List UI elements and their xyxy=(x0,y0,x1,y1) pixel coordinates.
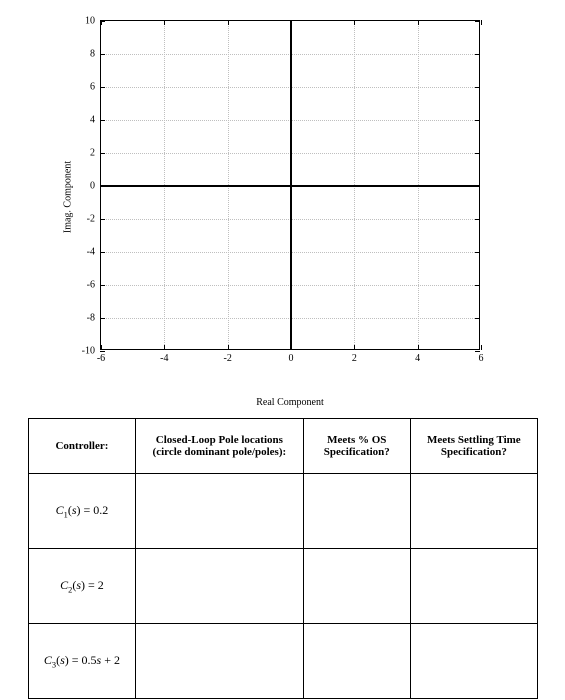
chart-plot-area: -6-4-20246-10-8-6-4-20246810 xyxy=(100,20,480,350)
y-tick xyxy=(100,87,105,88)
y-tick-label: 0 xyxy=(90,181,95,192)
y-tick-right xyxy=(475,351,480,352)
x-tick xyxy=(101,345,102,350)
table-header-cell: Controller: xyxy=(29,419,136,474)
y-tick xyxy=(100,54,105,55)
controller-table: Controller:Closed-Loop Pole locations (c… xyxy=(28,418,538,699)
table-row: C1(s) = 0.2 xyxy=(29,474,538,549)
x-tick xyxy=(164,345,165,350)
x-tick-top xyxy=(481,20,482,25)
poles-cell xyxy=(135,474,303,549)
y-tick-right xyxy=(475,318,480,319)
y-tick-label: 8 xyxy=(90,49,95,60)
y-tick-label: 4 xyxy=(90,115,95,126)
x-tick-label: 0 xyxy=(289,353,294,364)
meets-ts-cell xyxy=(410,624,537,699)
x-tick-top xyxy=(354,20,355,25)
y-tick-label: -8 xyxy=(87,313,95,324)
y-tick-label: 2 xyxy=(90,148,95,159)
table-header-cell: Closed-Loop Pole locations (circle domin… xyxy=(135,419,303,474)
y-tick-label: 10 xyxy=(85,16,95,27)
y-tick xyxy=(100,21,105,22)
x-tick-top xyxy=(228,20,229,25)
y-tick xyxy=(100,120,105,121)
table-header-cell: Meets % OS Specification? xyxy=(303,419,410,474)
meets-os-cell xyxy=(303,624,410,699)
meets-ts-cell xyxy=(410,474,537,549)
controller-cell: C3(s) = 0.5s + 2 xyxy=(29,624,136,699)
y-tick-right xyxy=(475,219,480,220)
table-row: C2(s) = 2 xyxy=(29,549,538,624)
y-tick xyxy=(100,318,105,319)
real-axis-line xyxy=(101,185,479,187)
x-tick-label: -2 xyxy=(223,353,231,364)
y-tick-right xyxy=(475,87,480,88)
page: Imag. Component -6-4-20246-10-8-6-4-2024… xyxy=(0,0,565,700)
y-tick xyxy=(100,285,105,286)
x-tick-label: -6 xyxy=(97,353,105,364)
x-tick xyxy=(228,345,229,350)
y-tick-right xyxy=(475,153,480,154)
y-tick-right xyxy=(475,120,480,121)
y-tick-label: -4 xyxy=(87,247,95,258)
y-tick-right xyxy=(475,54,480,55)
poles-cell xyxy=(135,624,303,699)
chart-xlabel: Real Component xyxy=(100,397,480,408)
x-tick-top xyxy=(418,20,419,25)
x-tick-label: 2 xyxy=(352,353,357,364)
controller-table-container: Controller:Closed-Loop Pole locations (c… xyxy=(28,418,538,699)
x-tick-label: -4 xyxy=(160,353,168,364)
x-tick-top xyxy=(164,20,165,25)
y-tick-label: -6 xyxy=(87,280,95,291)
y-tick-right xyxy=(475,21,480,22)
y-tick-label: -2 xyxy=(87,214,95,225)
y-tick-label: 6 xyxy=(90,82,95,93)
y-tick-right xyxy=(475,252,480,253)
table-row: C3(s) = 0.5s + 2 xyxy=(29,624,538,699)
controller-cell: C2(s) = 2 xyxy=(29,549,136,624)
controller-cell: C1(s) = 0.2 xyxy=(29,474,136,549)
meets-os-cell xyxy=(303,549,410,624)
y-tick-label: -10 xyxy=(82,346,95,357)
meets-os-cell xyxy=(303,474,410,549)
table-header-row: Controller:Closed-Loop Pole locations (c… xyxy=(29,419,538,474)
y-tick xyxy=(100,351,105,352)
meets-ts-cell xyxy=(410,549,537,624)
table-header-cell: Meets Settling Time Specification? xyxy=(410,419,537,474)
x-tick xyxy=(354,345,355,350)
y-tick xyxy=(100,252,105,253)
x-tick xyxy=(481,345,482,350)
y-tick-right xyxy=(475,285,480,286)
x-tick xyxy=(418,345,419,350)
x-tick-label: 4 xyxy=(415,353,420,364)
chart-ylabel: Imag. Component xyxy=(63,137,74,257)
chart-container: Imag. Component -6-4-20246-10-8-6-4-2024… xyxy=(60,12,490,382)
y-tick xyxy=(100,153,105,154)
poles-cell xyxy=(135,549,303,624)
x-tick-label: 6 xyxy=(479,353,484,364)
y-tick xyxy=(100,219,105,220)
